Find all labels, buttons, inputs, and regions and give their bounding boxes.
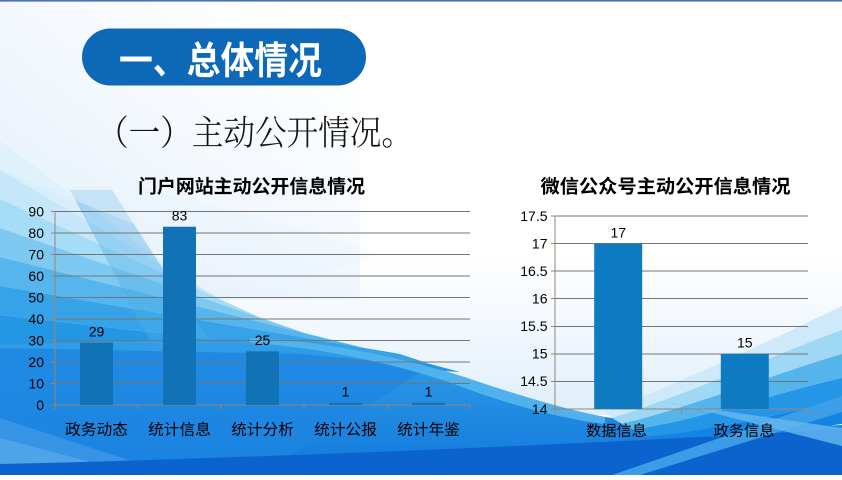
- svg-text:70: 70: [28, 247, 44, 263]
- svg-text:83: 83: [172, 208, 188, 224]
- svg-text:40: 40: [28, 311, 44, 327]
- svg-text:14: 14: [532, 401, 548, 417]
- svg-text:90: 90: [28, 204, 44, 220]
- svg-text:60: 60: [28, 268, 44, 284]
- svg-text:14.5: 14.5: [520, 373, 547, 389]
- svg-text:16.5: 16.5: [520, 263, 547, 279]
- svg-text:1: 1: [425, 384, 433, 400]
- svg-text:1: 1: [342, 384, 350, 400]
- svg-text:30: 30: [28, 332, 44, 348]
- svg-text:80: 80: [28, 225, 44, 241]
- svg-text:29: 29: [89, 324, 105, 340]
- svg-text:17: 17: [610, 224, 626, 240]
- svg-text:17: 17: [532, 235, 548, 251]
- svg-text:15.5: 15.5: [520, 318, 547, 334]
- svg-text:10: 10: [28, 375, 44, 391]
- svg-text:15: 15: [532, 346, 548, 362]
- svg-text:25: 25: [255, 332, 271, 348]
- svg-text:16: 16: [532, 291, 548, 307]
- svg-text:15: 15: [737, 335, 753, 351]
- svg-text:50: 50: [28, 289, 44, 305]
- svg-text:0: 0: [36, 397, 44, 413]
- svg-text:17.5: 17.5: [520, 208, 547, 224]
- svg-text:20: 20: [28, 354, 44, 370]
